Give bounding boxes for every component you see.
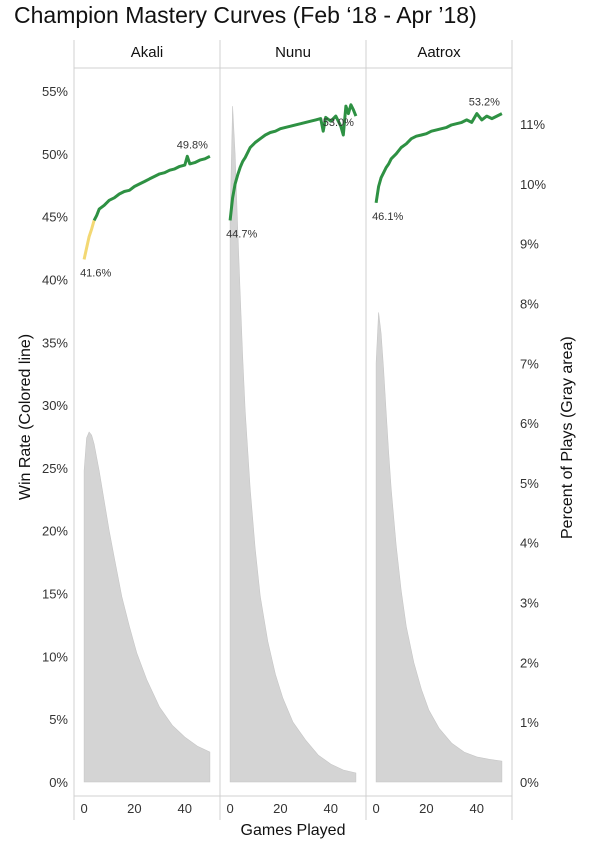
y-right-tick-label: 10% xyxy=(520,177,546,192)
y-left-tick-label: 55% xyxy=(42,84,68,99)
y-left-tick-label: 15% xyxy=(42,587,68,602)
y-right-tick-label: 4% xyxy=(520,536,539,551)
plays-area-nunu xyxy=(229,106,357,783)
y-left-tick-label: 25% xyxy=(42,461,68,476)
y-right-tick-label: 5% xyxy=(520,476,539,491)
x-tick-label: 0 xyxy=(226,801,233,816)
y-right-tick-label: 1% xyxy=(520,715,539,730)
x-tick-label: 0 xyxy=(372,801,379,816)
data-label-nunu: 44.7% xyxy=(226,228,257,240)
x-tick-label: 20 xyxy=(419,801,433,816)
y-right-tick-label: 0% xyxy=(520,775,539,790)
chart-title: Champion Mastery Curves (Feb ‘18 - Apr ’… xyxy=(14,2,477,28)
y-right-tick-label: 11% xyxy=(520,117,545,132)
y-left-tick-label: 10% xyxy=(42,649,68,664)
x-tick-label: 40 xyxy=(470,801,484,816)
y-left-tick-label: 50% xyxy=(42,147,68,162)
x-tick-label: 20 xyxy=(273,801,287,816)
y-right-tick-label: 7% xyxy=(520,356,539,371)
win-rate-line-akali xyxy=(92,154,211,222)
win-rate-line-nunu xyxy=(228,103,358,221)
x-tick-label: 40 xyxy=(324,801,338,816)
y-right-tick-label: 2% xyxy=(520,655,539,670)
data-label-akali: 49.8% xyxy=(177,139,208,151)
x-tick-label: 0 xyxy=(80,801,87,816)
panel-nunu: 44.7% 53.0% 0 20 40 xyxy=(226,103,358,816)
data-label-aatrox: 53.2% xyxy=(469,97,500,109)
y-left-tick-label: 5% xyxy=(49,712,68,727)
plays-area-akali xyxy=(83,431,211,783)
y-right-tick-label: 6% xyxy=(520,416,539,431)
y-left-tick-label: 40% xyxy=(42,272,68,287)
panel-label-nunu: Nunu xyxy=(275,44,311,61)
panel-aatrox: 46.1% 53.2% 0 20 40 xyxy=(372,97,503,816)
panel-label-akali: Akali xyxy=(130,44,164,61)
y-left-tick-label: 0% xyxy=(49,775,68,790)
y-right-tick-label: 9% xyxy=(520,237,539,252)
x-tick-label: 40 xyxy=(178,801,192,816)
panel-akali: 41.6% 49.8% 0 20 40 xyxy=(80,139,211,816)
y-left-tick-label: 45% xyxy=(42,210,68,225)
y-left-tick-label: 30% xyxy=(42,398,68,413)
y-left-tick-label: 20% xyxy=(42,524,68,539)
win-rate-line-aatrox xyxy=(374,112,503,204)
plays-area-aatrox xyxy=(375,312,503,783)
y-right-tick-label: 8% xyxy=(520,296,539,311)
win-rate-line-low-akali xyxy=(82,219,96,260)
data-label-nunu: 53.0% xyxy=(323,117,354,129)
x-axis-title: Games Played xyxy=(240,822,346,839)
x-tick-label: 20 xyxy=(127,801,141,816)
y-right-tick-label: 3% xyxy=(520,596,539,611)
panel-label-aatrox: Aatrox xyxy=(417,44,461,61)
data-label-akali: 41.6% xyxy=(80,267,111,279)
y-left-tick-label: 35% xyxy=(42,335,68,350)
data-label-aatrox: 46.1% xyxy=(372,211,403,223)
